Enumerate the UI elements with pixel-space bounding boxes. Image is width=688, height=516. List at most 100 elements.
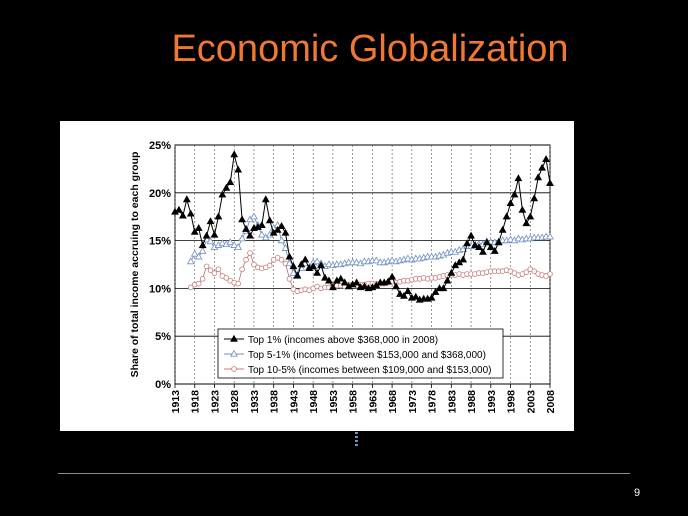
top1-point	[186, 209, 195, 217]
x-tick-label: 1983	[446, 390, 458, 414]
top5to1-point	[281, 244, 290, 251]
top1-point	[313, 268, 322, 276]
y-tick-label: 20%	[149, 188, 171, 200]
top1-point	[494, 238, 503, 246]
top10to5-point	[523, 269, 530, 275]
top1-point	[301, 255, 310, 263]
top1-point	[475, 243, 483, 250]
top5to1-point	[250, 212, 258, 220]
top1-point	[360, 282, 369, 290]
top1-point	[396, 289, 404, 297]
top1-point	[431, 288, 440, 295]
top1-point	[234, 165, 243, 173]
top10to5-point	[187, 284, 194, 291]
top1-point	[277, 222, 286, 229]
legend-box	[217, 328, 504, 379]
y-tick-label: 10%	[149, 283, 171, 295]
top10to5-point	[247, 250, 253, 256]
top1-point	[202, 231, 211, 239]
top5to1-point	[352, 258, 361, 266]
top10to5-point	[239, 266, 245, 273]
x-tick-label: 1998	[506, 390, 518, 414]
top1-point	[190, 227, 199, 235]
legend-swatch-marker	[230, 349, 238, 357]
top5to1-point	[313, 257, 321, 265]
x-tick-label: 1913	[170, 390, 182, 414]
top1-point	[325, 276, 333, 284]
top1-point	[490, 246, 499, 254]
top5to1-point	[546, 232, 554, 240]
top1-point	[281, 228, 290, 236]
x-tick-label: 1923	[209, 390, 221, 414]
top10to5-point	[243, 256, 249, 263]
decorative-dotted-marker	[355, 432, 358, 446]
y-tick-label: 15%	[149, 236, 171, 248]
top1-point	[443, 276, 452, 284]
top5to1-point	[514, 234, 523, 242]
top5to1-point	[277, 236, 286, 244]
legend-label: Top 5-1% (incomes between $153,000 and $…	[248, 350, 486, 361]
top10to5-point	[547, 271, 553, 277]
top1-point	[198, 241, 207, 249]
x-tick-label: 1933	[249, 390, 261, 414]
top10to5-point	[266, 262, 273, 269]
top1-point	[392, 282, 400, 290]
top1-point	[210, 230, 219, 238]
top1-point	[206, 217, 215, 225]
top1-point	[510, 190, 519, 198]
top5to1-point	[230, 241, 239, 248]
top5to1-point	[198, 246, 207, 254]
top1-point	[478, 247, 487, 255]
y-axis-label: Share of total income accruing to each g…	[129, 152, 141, 378]
top1-point	[261, 195, 270, 203]
x-tick-label: 2008	[545, 390, 557, 414]
legend-swatch-marker	[231, 366, 237, 372]
top5to1-point	[194, 252, 203, 260]
top10to5-point	[207, 267, 214, 274]
legend-swatch-marker	[230, 334, 238, 342]
top5to1-point	[226, 238, 235, 246]
top5to1-point	[372, 256, 381, 264]
top1-point	[336, 274, 345, 282]
top1-point	[238, 215, 247, 223]
top1-point	[542, 155, 550, 163]
legend-label: Top 10-5% (incomes between $109,000 and …	[248, 365, 492, 376]
top1-point	[384, 277, 393, 285]
y-tick-label: 5%	[155, 331, 171, 343]
top1-point	[522, 219, 531, 227]
top1-point	[222, 183, 231, 191]
top1-point	[427, 293, 436, 301]
top1-point	[340, 278, 349, 286]
x-tick-label: 1918	[190, 390, 202, 414]
top1-point	[526, 212, 535, 220]
top1-point	[285, 252, 294, 260]
top10to5-point	[278, 256, 285, 263]
top1-point	[246, 231, 254, 239]
top10to5-point	[199, 276, 206, 282]
x-tick-label: 1928	[229, 390, 241, 414]
top1-point	[297, 260, 306, 268]
top5to1-point	[218, 239, 227, 247]
top1-point	[388, 272, 397, 280]
chart-panel: 0% 5% 10% 15% 20% 25% 1913 1918 1923 1928 1933 1938…	[60, 121, 574, 431]
x-tick-label: 1948	[308, 390, 320, 414]
top5to1-point	[325, 260, 333, 268]
top1-point	[289, 262, 298, 270]
top10to5-point	[211, 270, 218, 276]
top1-point	[506, 199, 515, 207]
x-tick-label: 1953	[328, 390, 340, 414]
x-tick-label: 1993	[486, 390, 498, 414]
top1-point	[486, 243, 495, 250]
y-tick-label: 25%	[149, 140, 171, 152]
top1-point	[218, 190, 227, 198]
top1-point	[230, 150, 239, 158]
top1-point	[463, 239, 472, 247]
top5to1-point	[257, 230, 266, 238]
top1-point	[194, 223, 203, 231]
footer-divider	[58, 473, 630, 474]
top1-point	[546, 179, 554, 186]
top1-point	[411, 292, 420, 300]
top10to5-point	[195, 280, 202, 287]
income-share-chart: 0% 5% 10% 15% 20% 25% 1913 1918 1923 1928 1933 1938…	[129, 140, 557, 414]
top1-point	[471, 241, 479, 249]
